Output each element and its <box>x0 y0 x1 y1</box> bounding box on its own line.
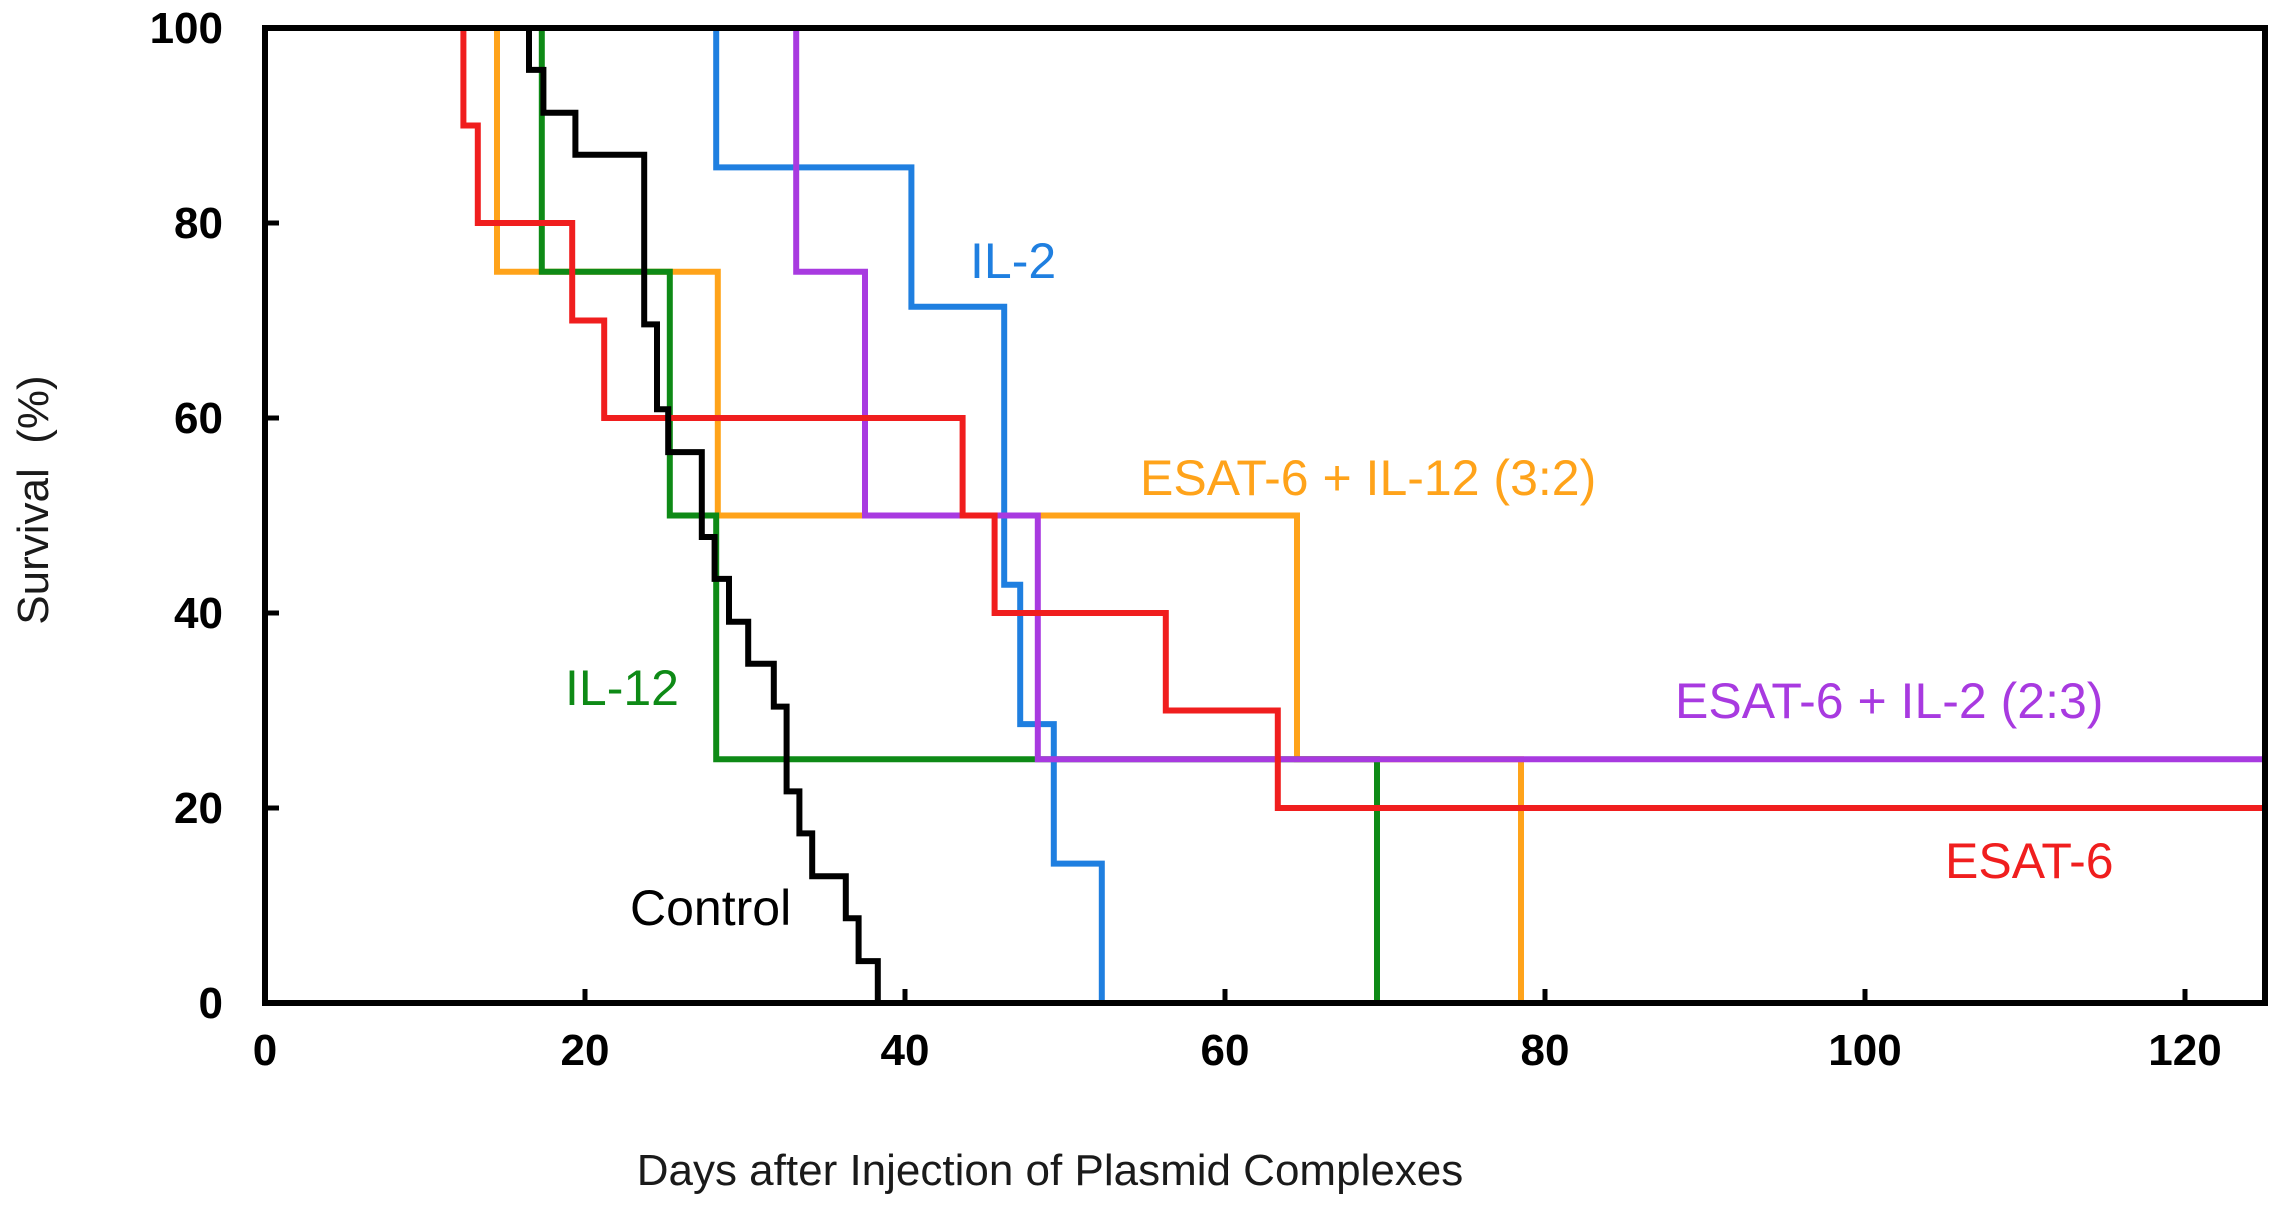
plot-frame <box>262 25 2268 1006</box>
x-tick-label: 100 <box>1828 1026 1901 1075</box>
series-label-il-2: IL-2 <box>970 233 1056 289</box>
series-line-esat-6-il-2-2-3 <box>265 25 2265 763</box>
ticks-layer <box>262 25 2188 1006</box>
series-label-il-12: IL-12 <box>565 660 679 716</box>
y-tick-label: 20 <box>174 784 223 833</box>
x-axis-title: Days after Injection of Plasmid Complexe… <box>637 1146 1464 1195</box>
series-label-esat-6-il-12-3-2: ESAT-6 + IL-12 (3:2) <box>1140 450 1596 506</box>
x-tick-label: 40 <box>881 1026 930 1075</box>
y-axis-title: Survival (%) <box>9 375 58 624</box>
y-tick-label: 60 <box>174 394 223 443</box>
y-tick-label: 0 <box>199 979 223 1028</box>
y-tick-label: 80 <box>174 199 223 248</box>
tick-labels-layer: 0 20 40 60 80 100 120 0 20 40 60 80 100 <box>150 4 2222 1075</box>
series-line-esat-6 <box>265 25 2265 811</box>
x-tick-label: 120 <box>2148 1026 2221 1075</box>
series-line-il-2 <box>265 25 2265 1006</box>
series-line-control <box>265 25 894 1006</box>
series-label-esat-6-il-2-2-3: ESAT-6 + IL-2 (2:3) <box>1675 673 2103 729</box>
series-line-il-12 <box>265 25 2265 1006</box>
x-tick-label: 80 <box>1521 1026 1570 1075</box>
curves-layer <box>265 25 2265 1006</box>
series-label-control: Control <box>630 880 791 936</box>
y-tick-label: 40 <box>174 589 223 638</box>
x-tick-label: 60 <box>1201 1026 1250 1075</box>
x-tick-label: 0 <box>253 1026 277 1075</box>
series-label-esat-6: ESAT-6 <box>1945 833 2114 889</box>
x-tick-label: 20 <box>561 1026 610 1075</box>
series-labels-layer: Control IL-12 IL-2 ESAT-6 + IL-12 (3:2) ESAT… <box>565 233 2114 936</box>
y-tick-label: 100 <box>150 4 223 53</box>
